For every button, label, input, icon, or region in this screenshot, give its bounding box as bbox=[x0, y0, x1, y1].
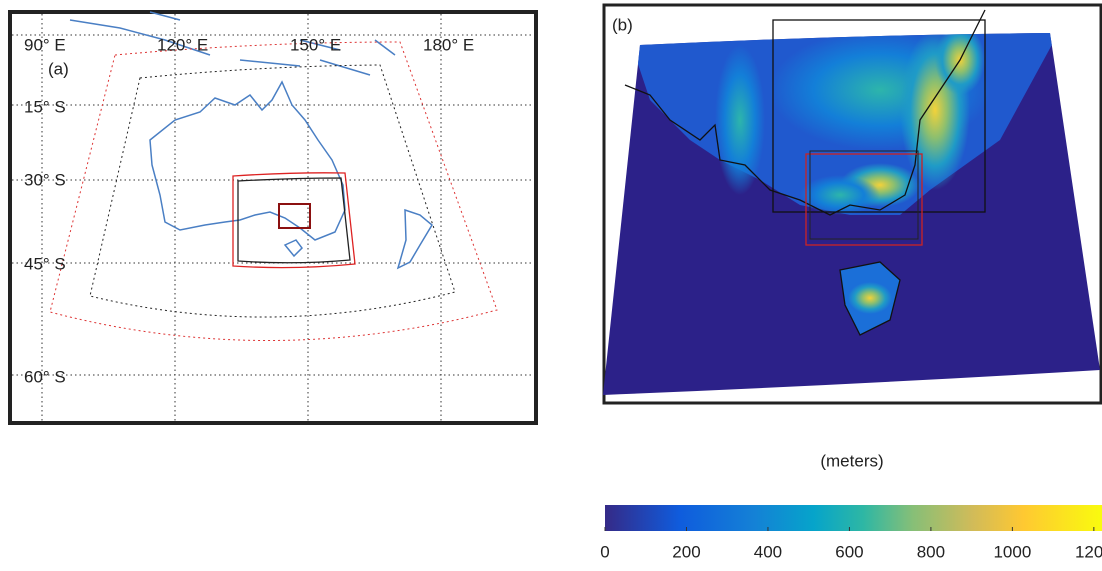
innermost-domain bbox=[278, 203, 311, 229]
panel-b: (b) bbox=[602, 3, 1102, 405]
label-backing bbox=[606, 7, 644, 37]
outer-subdomain bbox=[772, 19, 986, 213]
inner-domain-red bbox=[232, 172, 356, 269]
panel-label: (b) bbox=[612, 15, 633, 34]
inner-subdomain-red bbox=[805, 153, 923, 246]
colorbar-tick-label: 600 bbox=[835, 542, 863, 561]
colorbar: (meters) bbox=[605, 451, 1102, 531]
latitude-label: 30° S bbox=[24, 170, 66, 189]
outer-domain bbox=[49, 41, 498, 341]
panel-a: (a) bbox=[8, 10, 538, 425]
longitude-label: 120° E bbox=[157, 35, 208, 54]
latitude-label: 45° S bbox=[24, 254, 66, 273]
colorbar-tick-label: 400 bbox=[754, 542, 782, 561]
colorbar-tick-label: 200 bbox=[672, 542, 700, 561]
longitude-label: 90° E bbox=[24, 35, 66, 54]
longitude-label: 180° E bbox=[423, 35, 474, 54]
latitude-label: 60° S bbox=[24, 367, 66, 386]
colorbar-tick-label: 1200 bbox=[1075, 542, 1102, 561]
coastline bbox=[624, 9, 986, 336]
colorbar-ramp bbox=[605, 505, 1102, 531]
colorbar-tick-label: 0 bbox=[600, 542, 609, 561]
latitude-label: 15° S bbox=[24, 97, 66, 116]
terrain bbox=[630, 33, 1060, 335]
panel-frame bbox=[8, 10, 538, 425]
middle-domain bbox=[89, 64, 456, 318]
colorbar-title: (meters) bbox=[820, 451, 883, 470]
colorbar-tick-label: 800 bbox=[917, 542, 945, 561]
colorbar-tick-label: 1000 bbox=[993, 542, 1031, 561]
inner-subdomain-black bbox=[809, 150, 919, 240]
longitude-label: 150° E bbox=[290, 35, 341, 54]
inner-domain-black bbox=[237, 177, 351, 264]
panel-label: (a) bbox=[48, 59, 69, 78]
